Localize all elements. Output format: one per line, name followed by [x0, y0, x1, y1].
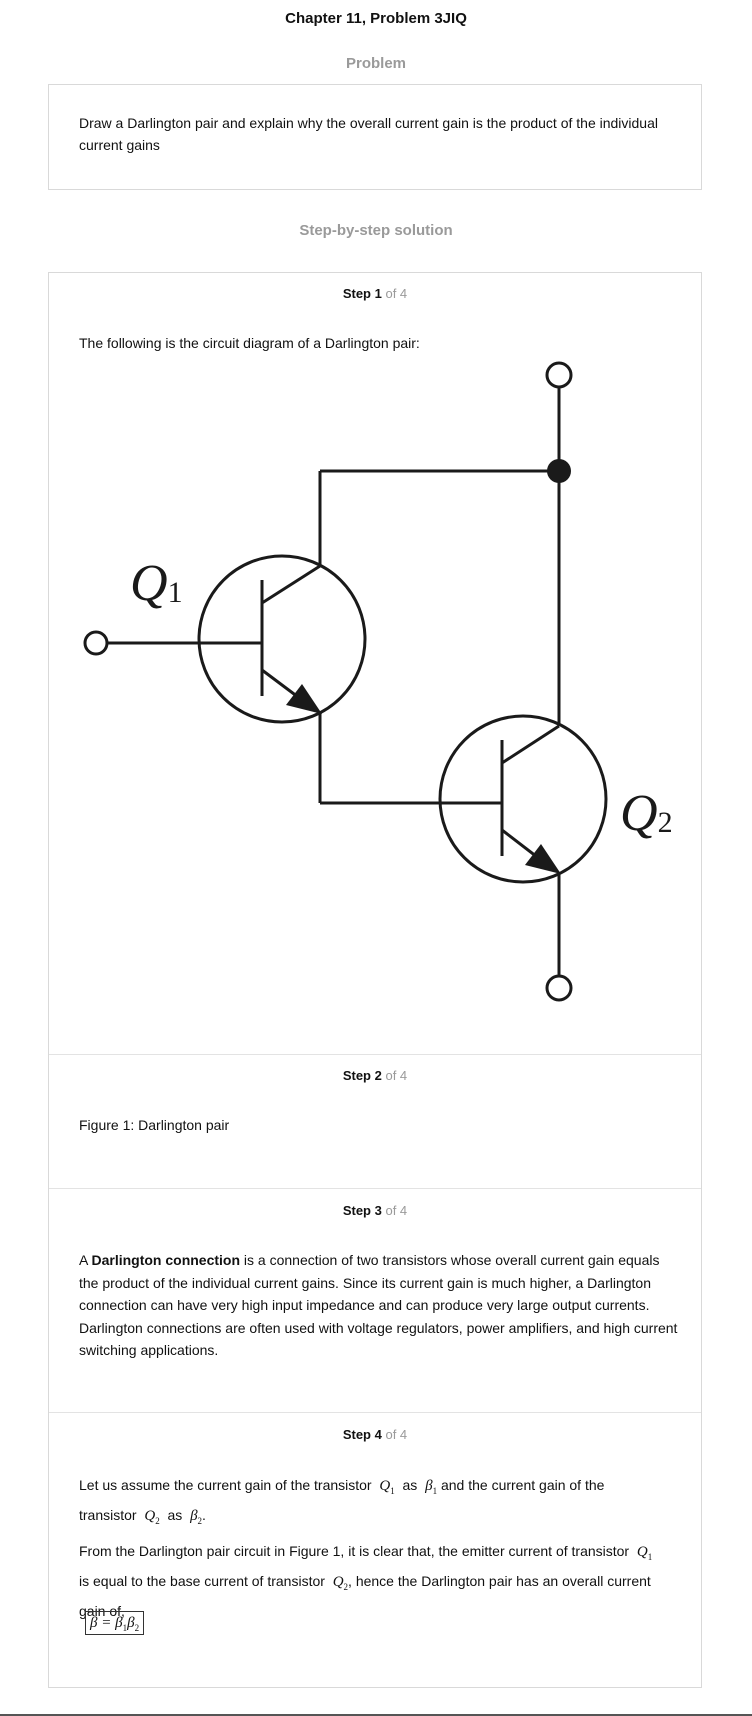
- step-4-text: Let us assume the current gain of the tr…: [79, 1473, 679, 1623]
- step-of-total: of 4: [385, 1427, 408, 1442]
- darlington-connection-term: Darlington connection: [91, 1252, 241, 1268]
- step-4-line-2: transistor Q2 as β2.: [79, 1507, 206, 1526]
- step-label: Step 2: [342, 1068, 382, 1083]
- step-3-prefix: A: [79, 1252, 92, 1268]
- page-title: Chapter 11, Problem 3JIQ: [285, 10, 467, 27]
- emitter-terminal: [545, 974, 573, 1002]
- step-4-line-1: Let us assume the current gain of the tr…: [79, 1477, 605, 1496]
- step-of-total: of 4: [385, 1203, 408, 1218]
- q1-symbol: Q1: [379, 1478, 395, 1496]
- q1-label: Q1: [130, 555, 183, 612]
- darlington-pair-diagram: Q1 Q2: [83, 361, 673, 1002]
- q1-emitter-arrow: [286, 684, 322, 714]
- q1-symbol: Q1: [636, 1544, 653, 1562]
- step-2-title: Step 2 of 4: [48, 1068, 702, 1083]
- step-4-line-5: gain of,: [79, 1603, 125, 1619]
- step-1-title: Step 1 of 4: [48, 286, 702, 301]
- step-divider: [49, 1412, 701, 1413]
- collector-terminal: [545, 361, 573, 389]
- step-divider: [49, 1188, 701, 1189]
- beta1-symbol: β1: [425, 1478, 438, 1496]
- problem-box: [48, 84, 702, 190]
- solution-heading: Step-by-step solution: [299, 222, 453, 239]
- q1-transistor-circle: [197, 554, 367, 724]
- step-of-total: of 4: [385, 286, 408, 301]
- page-bottom-border: [0, 1714, 752, 1716]
- step-1-text: The following is the circuit diagram of …: [79, 335, 420, 351]
- problem-text: Draw a Darlington pair and explain why t…: [79, 115, 658, 153]
- q2-symbol: Q2: [332, 1574, 349, 1592]
- step-2-text: Figure 1: Darlington pair: [79, 1117, 230, 1133]
- step-label: Step 1: [342, 286, 382, 301]
- q2-label: Q2: [620, 785, 673, 842]
- step-4-line-3: From the Darlington pair circuit in Figu…: [79, 1543, 653, 1562]
- q2-emitter-arrow: [525, 844, 561, 874]
- step-of-total: of 4: [385, 1068, 408, 1083]
- step-label: Step 4: [342, 1427, 382, 1442]
- q2-transistor-circle: [438, 714, 608, 884]
- step-4-title: Step 4 of 4: [48, 1427, 702, 1442]
- junction-dot: [547, 459, 571, 483]
- step-3-text: A Darlington connection is a connection …: [79, 1249, 679, 1362]
- step-3-title: Step 3 of 4: [48, 1203, 702, 1218]
- q2-symbol: Q2: [144, 1508, 160, 1526]
- q2-collector: [501, 724, 560, 765]
- base-terminal: [83, 630, 109, 656]
- step-label: Step 3: [342, 1203, 382, 1218]
- problem-heading: Problem: [345, 55, 406, 72]
- overall-gain-formula: β = β1β2: [85, 1611, 145, 1635]
- step-divider: [49, 1054, 701, 1055]
- beta2-symbol: β2: [190, 1508, 203, 1526]
- solution-box: [48, 272, 702, 1688]
- step-3-body: is a connection of two transistors whose…: [79, 1252, 678, 1358]
- q1-collector: [261, 564, 321, 605]
- step-4-line-4: is equal to the base current of transist…: [79, 1573, 651, 1592]
